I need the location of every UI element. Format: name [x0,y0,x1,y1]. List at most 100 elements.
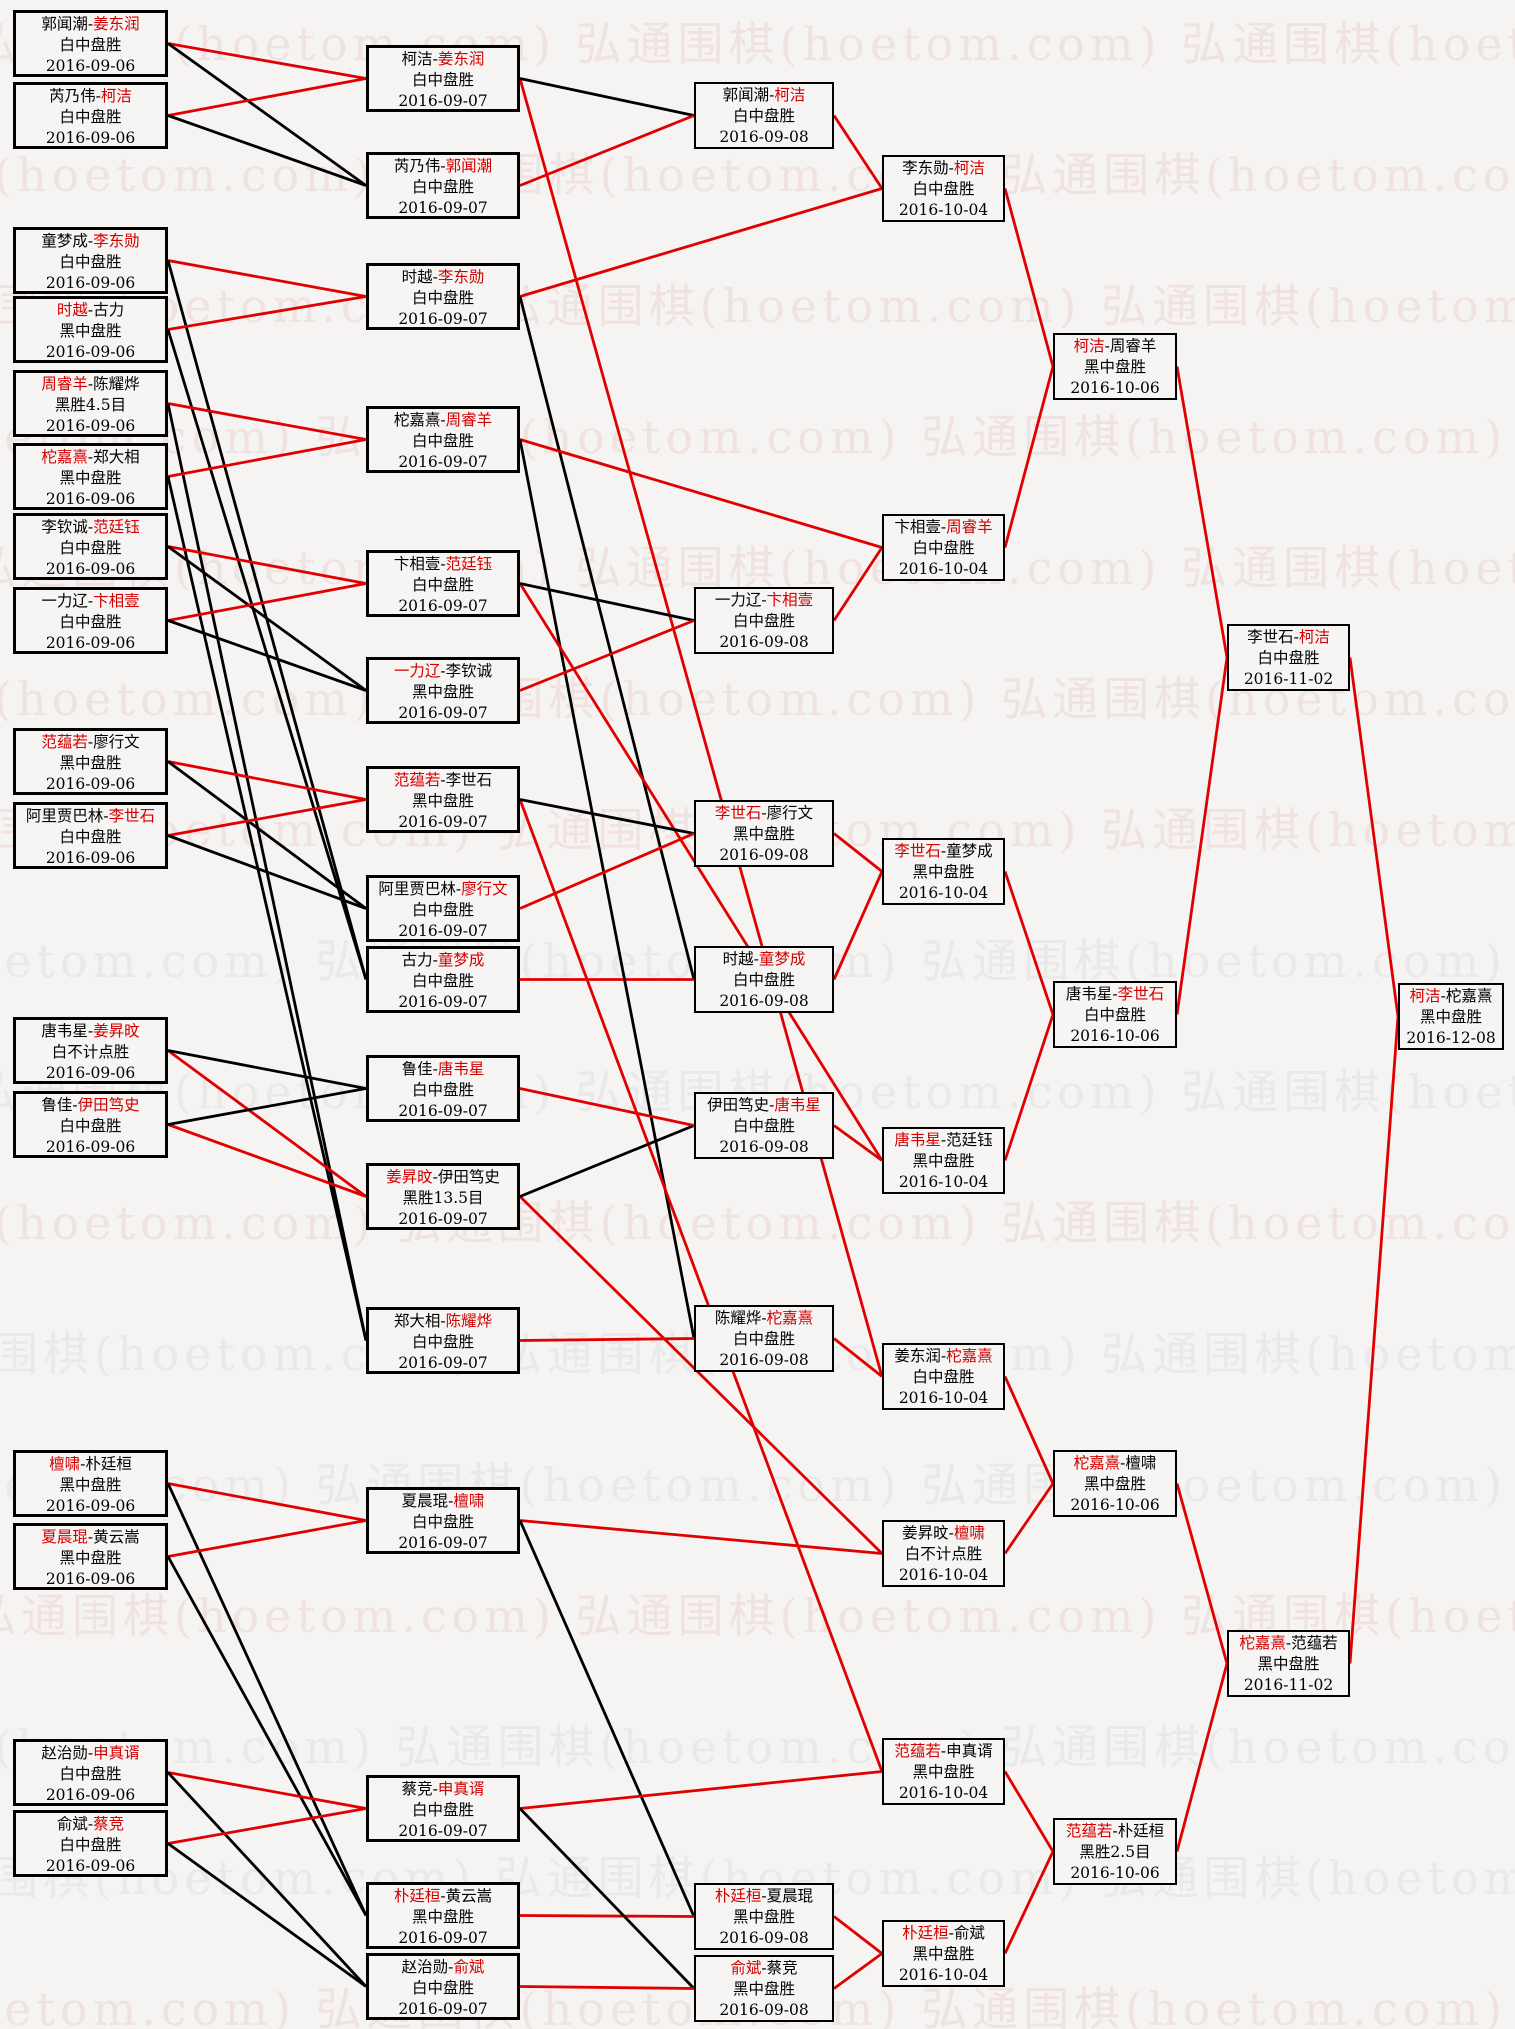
player-loser: 廖行文 [766,804,814,822]
player-winner: 李世石 [108,807,156,825]
bracket-edge-C8-D8-winner-path [833,1952,883,1990]
result-text: 白中盘胜 [732,971,795,989]
player-loser: 鲁佳 [41,1096,73,1114]
match-box-B2-round-2-group-stage: 芮乃伟-郭闻潮 白中盘胜 2016-09-07 [366,152,520,219]
players-line: 郭闻潮-姜东润 [41,15,139,33]
match-box-B15-round-2-group-stage: 朴廷桓-黄云嵩 黑中盘胜 2016-09-07 [366,1882,520,1949]
result-text: 白中盘胜 [411,178,474,196]
bracket-edge-A5-B4-winner-path [167,402,367,441]
player-winner: 檀啸 [953,1524,985,1542]
player-winner: 周睿羊 [41,375,88,393]
bracket-edge-B11-C5-loser-path [519,1124,695,1198]
player-winner: 周睿羊 [445,411,493,429]
match-box-E4-quarterfinal: 范蕴若-朴廷桓 黑胜2.5目 2016-10-06 [1053,1818,1177,1885]
bracket-edge-A7-B5-winner-path [167,545,367,585]
match-box-A16-round-1-group-stage: 俞斌-蔡竞 白中盘胜 2016-09-06 [13,1810,168,1877]
player-winner: 李世石 [1117,985,1165,1003]
players-line: 夏晨琨-黄云嵩 [41,1528,139,1546]
player-winner: 俞斌 [730,1959,762,1977]
player-loser: 赵治勋 [401,1958,449,1976]
player-loser: 一力辽 [41,592,88,610]
bracket-edge-D8-E4-winner-path [1003,1850,1055,1955]
player-winner: 范蕴若 [393,771,441,789]
result-text: 白中盘胜 [1083,1006,1146,1024]
players-line: 李钦诚-范廷钰 [41,518,139,536]
match-box-C1-round-3-group-decider: 郭闻潮-柯洁 白中盘胜 2016-09-08 [694,82,834,149]
player-winner: 范廷钰 [445,555,493,573]
player-winner: 朴廷桓 [714,1887,762,1905]
bracket-edge-B7-D7-winner-path [518,799,884,1772]
watermark-text: 弘通围棋(hoetom.com) 弘通围棋(hoetom.com) 弘通围棋(h… [0,1458,1515,1512]
bracket-edge-B8-C3-winner-path [519,832,695,910]
bracket-edge-B13-D6-winner-path [519,1519,883,1555]
match-box-A13-round-1-group-stage: 檀啸-朴廷桓 黑中盘胜 2016-09-06 [13,1450,168,1517]
bracket-edge-C3-D3-winner-path [833,832,883,873]
players-line: 一力辽-李钦诚 [394,662,492,680]
player-winner: 柯洁 [1409,987,1441,1005]
player-loser: 姜东润 [894,1347,941,1365]
match-date: 2016-09-07 [398,453,488,471]
players-line: 卞相壹-范廷钰 [394,555,492,573]
players-line: 李东勋-柯洁 [902,159,985,177]
bracket-edge-D2-E1-winner-path [1003,366,1055,548]
player-loser: 郭闻潮 [722,86,770,104]
players-separator: - [940,518,947,536]
match-date: 2016-09-07 [398,597,488,615]
result-text: 黑中盘胜 [732,825,795,843]
players-line: 檀啸-朴廷桓 [49,1455,132,1473]
match-date: 2016-11-02 [1243,1676,1334,1694]
players-separator: - [432,1060,438,1078]
players-line: 陈耀烨-柁嘉熹 [715,1309,813,1327]
bracket-edge-A11-B10-loser-path [167,1049,367,1090]
players-line: 俞斌-蔡竞 [730,1959,797,1977]
players-line: 卞相壹-周睿羊 [894,518,992,536]
player-loser: 童梦成 [41,232,88,250]
match-box-B9-round-2-group-stage: 古力-童梦成 白中盘胜 2016-09-07 [366,946,520,1013]
match-box-B4-round-2-group-stage: 柁嘉熹-周睿羊 白中盘胜 2016-09-07 [366,406,520,473]
match-date: 2016-09-08 [719,992,809,1010]
player-loser: 俞斌 [56,1815,88,1833]
player-loser: 唐韦星 [41,1022,88,1040]
result-text: 黑中盘胜 [59,1476,122,1494]
match-box-E3-quarterfinal: 柁嘉熹-檀啸 黑中盘胜 2016-10-06 [1053,1450,1177,1517]
result-text: 白中盘胜 [912,180,975,198]
match-date: 2016-09-06 [45,1857,136,1875]
players-line: 唐韦星-姜昇旼 [41,1022,139,1040]
player-winner: 唐韦星 [894,1131,941,1149]
result-text: 白中盘胜 [411,1801,474,1819]
player-loser: 芮乃伟 [49,87,96,105]
player-loser: 柁嘉熹 [393,411,441,429]
player-winner: 夏晨琨 [41,1528,88,1546]
players-line: 柁嘉熹-范蕴若 [1239,1634,1337,1652]
player-winner: 陈耀烨 [445,1312,493,1330]
player-loser: 伊田笃史 [437,1168,500,1186]
players-separator: - [1112,1822,1118,1840]
bracket-edge-A12-B10-loser-path [167,1087,367,1126]
bracket-edge-C4-D3-winner-path [832,870,884,981]
players-separator: - [432,50,438,68]
player-winner: 柁嘉熹 [766,1309,814,1327]
match-box-B13-round-2-group-stage: 夏晨琨-檀啸 白中盘胜 2016-09-07 [366,1487,520,1554]
result-text: 白中盘胜 [411,71,474,89]
match-date: 2016-10-04 [898,1389,989,1407]
player-winner: 蔡竞 [93,1815,125,1833]
player-loser: 陈耀烨 [714,1309,762,1327]
players-separator: - [87,733,94,751]
bracket-edge-E4-F2-winner-path [1175,1663,1229,1852]
bracket-edge-A15-B14-winner-path [167,1771,367,1810]
player-winner: 柯洁 [1073,337,1105,355]
players-separator: - [87,1528,94,1546]
player-winner: 范廷钰 [93,518,140,536]
bracket-edge-A6-B4-winner-path [167,438,367,478]
players-line: 郑大相-陈耀烨 [394,1312,492,1330]
result-text: 黑中盘胜 [59,469,122,487]
player-loser: 黄云嵩 [93,1528,140,1546]
bracket-edge-B2-C1-winner-path [519,114,695,187]
match-date: 2016-09-06 [45,1138,136,1156]
player-winner: 檀啸 [453,1492,485,1510]
players-separator: - [87,301,94,319]
match-box-C7-round-3-group-decider: 朴廷桓-夏晨琨 黑中盘胜 2016-09-08 [694,1883,834,1950]
bracket-edge-B5-C2-loser-path [519,582,695,622]
match-box-C5-round-3-group-decider: 伊田笃史-唐韦星 白中盘胜 2016-09-08 [694,1092,834,1159]
players-separator: - [1120,1454,1126,1472]
